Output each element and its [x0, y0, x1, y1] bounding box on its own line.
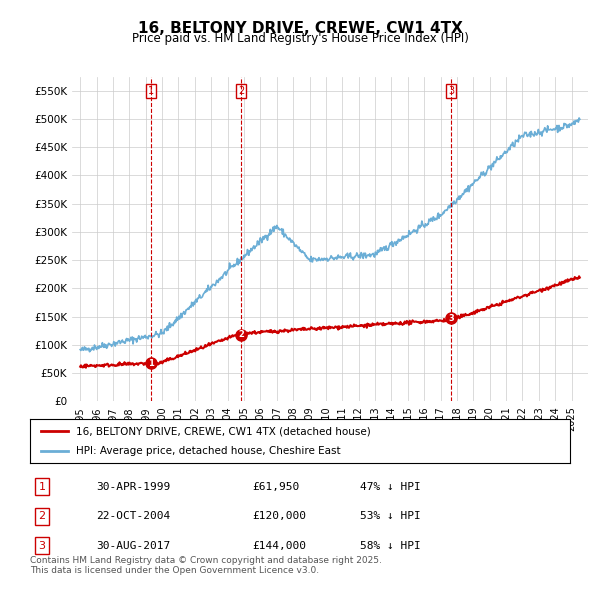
- Text: 53% ↓ HPI: 53% ↓ HPI: [360, 512, 421, 521]
- Text: 22-OCT-2004: 22-OCT-2004: [96, 512, 170, 521]
- Text: 1: 1: [38, 482, 46, 491]
- Text: Price paid vs. HM Land Registry's House Price Index (HPI): Price paid vs. HM Land Registry's House …: [131, 32, 469, 45]
- Text: £144,000: £144,000: [252, 541, 306, 550]
- Text: 1: 1: [148, 86, 154, 96]
- Text: HPI: Average price, detached house, Cheshire East: HPI: Average price, detached house, Ches…: [76, 446, 341, 455]
- Text: 3: 3: [38, 541, 46, 550]
- Text: 2: 2: [38, 512, 46, 521]
- Text: 2: 2: [238, 330, 244, 339]
- Text: 30-AUG-2017: 30-AUG-2017: [96, 541, 170, 550]
- Text: £61,950: £61,950: [252, 482, 299, 491]
- Text: 58% ↓ HPI: 58% ↓ HPI: [360, 541, 421, 550]
- Text: 3: 3: [449, 314, 454, 323]
- Text: 47% ↓ HPI: 47% ↓ HPI: [360, 482, 421, 491]
- Text: 16, BELTONY DRIVE, CREWE, CW1 4TX: 16, BELTONY DRIVE, CREWE, CW1 4TX: [137, 21, 463, 35]
- Text: £120,000: £120,000: [252, 512, 306, 521]
- Text: Contains HM Land Registry data © Crown copyright and database right 2025.
This d: Contains HM Land Registry data © Crown c…: [30, 556, 382, 575]
- Text: 3: 3: [448, 86, 454, 96]
- Text: 16, BELTONY DRIVE, CREWE, CW1 4TX (detached house): 16, BELTONY DRIVE, CREWE, CW1 4TX (detac…: [76, 427, 371, 436]
- Text: 2: 2: [238, 86, 244, 96]
- Text: 1: 1: [148, 359, 154, 368]
- Text: 30-APR-1999: 30-APR-1999: [96, 482, 170, 491]
